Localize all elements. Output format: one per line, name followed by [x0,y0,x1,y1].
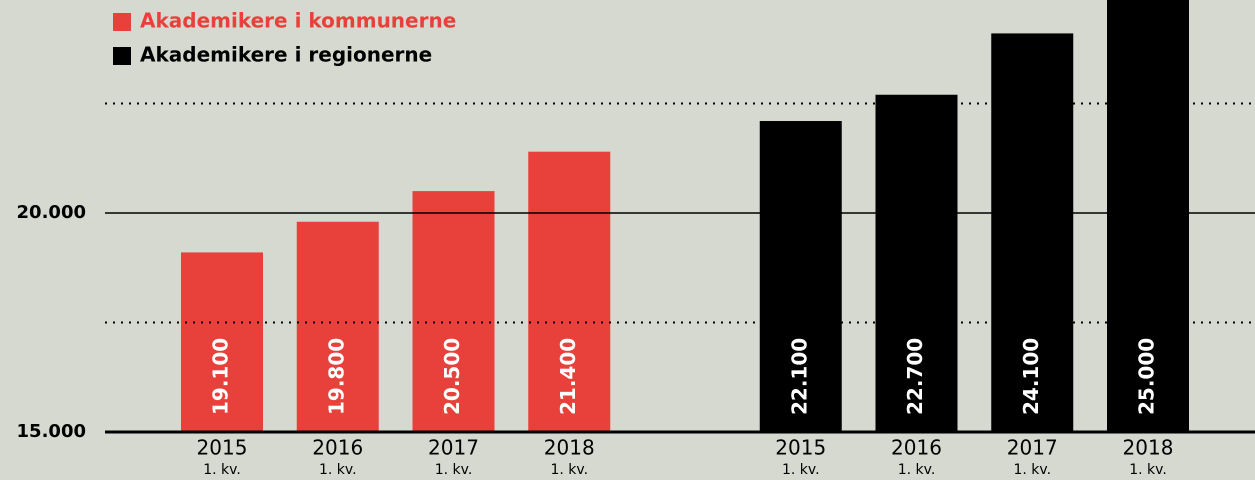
value-label: 22.100 [787,338,811,415]
x-tick-sublabel: 1. kv. [203,462,241,478]
bar [412,191,495,432]
x-tick-label: 2015 [197,436,248,460]
y-tick-label: 15.000 [17,421,86,442]
x-tick-sublabel: 1. kv. [550,462,588,478]
x-tick-label: 2015 [775,436,826,460]
legend-swatch [113,13,131,31]
x-tick-label: 2017 [428,436,479,460]
x-tick-sublabel: 1. kv. [1129,462,1167,478]
x-tick-sublabel: 1. kv. [782,462,820,478]
y-tick-label: 20.000 [17,202,86,223]
value-label: 25.000 [1135,338,1159,415]
legend-label: Akademikere i kommunerne [140,9,456,33]
bar [296,221,379,432]
x-tick-label: 2017 [1007,436,1058,460]
bar [759,121,842,433]
x-tick-sublabel: 1. kv. [319,462,357,478]
value-label: 19.800 [324,338,348,415]
value-label: 19.100 [209,338,233,415]
legend-label: Akademikere i regionerne [140,43,432,67]
x-tick-label: 2016 [891,436,942,460]
x-tick-label: 2016 [312,436,363,460]
value-label: 22.700 [903,338,927,415]
x-tick-sublabel: 1. kv. [435,462,473,478]
bar [528,151,611,432]
bar [875,94,958,433]
bars [181,0,1189,433]
x-tick-label: 2018 [544,436,595,460]
value-label: 21.400 [556,338,580,415]
legend-swatch [113,47,131,65]
x-tick-label: 2018 [1123,436,1174,460]
bar [181,252,263,432]
bar [1107,0,1189,432]
x-tick-sublabel: 1. kv. [898,462,936,478]
bar [991,33,1074,433]
x-tick-sublabel: 1. kv. [1013,462,1051,478]
value-label: 20.500 [440,338,464,415]
value-label: 24.100 [1019,338,1043,415]
